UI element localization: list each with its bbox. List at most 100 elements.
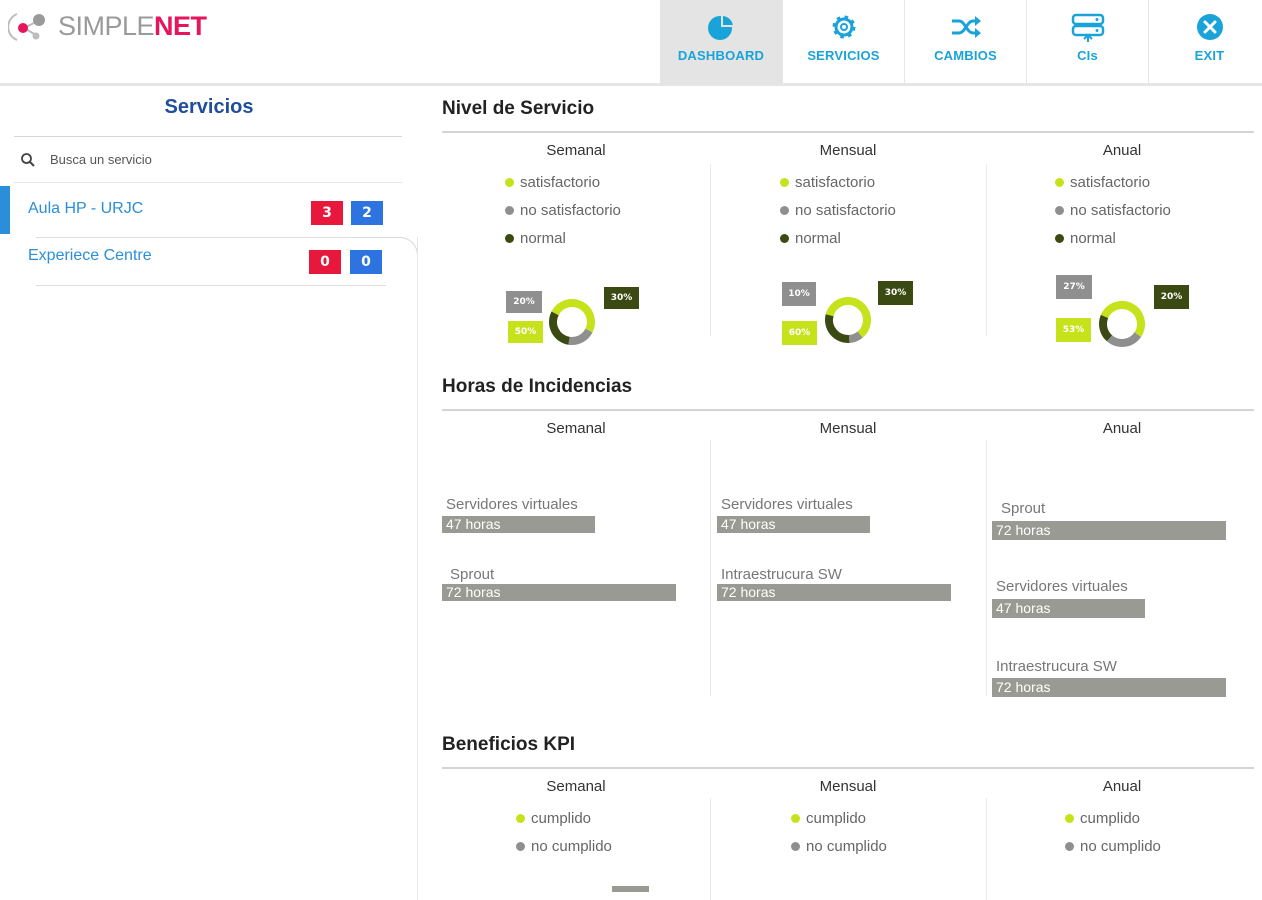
search-input[interactable] <box>48 151 372 168</box>
service-item-experiece-centre[interactable]: Experiece Centre 0 0 <box>0 238 418 286</box>
donut-segment-normal <box>825 314 850 343</box>
nav-exit[interactable]: EXIT <box>1148 0 1262 84</box>
legend-normal: normal <box>1055 230 1116 247</box>
red-count-badge: 3 <box>311 201 343 225</box>
server-icon <box>1071 13 1104 42</box>
main-nav: DASHBOARD SERVICIOS CAMBIOS <box>660 0 1262 84</box>
nav-cis-label: CIs <box>1077 48 1098 63</box>
period-title: Anual <box>1102 142 1142 159</box>
red-count-badge: 0 <box>309 250 341 274</box>
pct-satisfactorio: 60% <box>782 321 817 345</box>
bar-label: Servidores virtuales <box>446 496 578 513</box>
legend-normal: normal <box>780 230 841 247</box>
bar-label: Sprout <box>1001 500 1046 517</box>
column-separator <box>710 798 711 900</box>
brand-simple: SIMPLE <box>58 10 155 41</box>
period-title: Mensual <box>819 420 877 437</box>
hours-bar: 47 horas <box>717 516 870 533</box>
legend-satisfactorio: satisfactorio <box>505 174 600 191</box>
period-title: Anual <box>1102 778 1142 795</box>
period-title: Mensual <box>819 142 877 159</box>
hours-bar: 47 horas <box>992 599 1145 618</box>
legend-cumplido: cumplido <box>1065 810 1140 827</box>
donut-segment-satisfactorio <box>825 297 871 338</box>
hours-bar: 72 horas <box>442 584 676 601</box>
period-title: Mensual <box>819 778 877 795</box>
pct-normal: 30% <box>604 287 639 309</box>
hours-bar: 72 horas <box>992 678 1226 697</box>
donut-chart <box>825 297 871 343</box>
pct-normal: 20% <box>1154 285 1189 309</box>
nav-cambios-label: CAMBIOS <box>934 48 997 63</box>
beneficios-kpi-section: Beneficios KPI Semanal cumplido no cumpl… <box>442 734 1254 900</box>
bar-label: Sprout <box>450 566 495 583</box>
legend-cumplido: cumplido <box>516 810 591 827</box>
search-icon[interactable] <box>20 152 36 168</box>
period-title: Anual <box>1102 420 1142 437</box>
nivel-servicio-section: Nivel de Servicio Semanal satisfactorio … <box>442 98 1254 368</box>
nav-cis[interactable]: CIs <box>1026 0 1148 84</box>
period-title: Semanal <box>546 778 606 795</box>
legend-no-cumplido: no cumplido <box>791 838 887 855</box>
column-separator <box>710 440 711 696</box>
horas-incidencias-section: Horas de Incidencias Semanal Servidores … <box>442 376 1254 716</box>
legend-satisfactorio: satisfactorio <box>1055 174 1150 191</box>
close-circle-icon <box>1196 14 1223 40</box>
donut-segment-no-satisfactorio <box>568 328 593 345</box>
donut-segment-no-satisfactorio <box>1106 332 1142 347</box>
pct-no-satisfactorio: 27% <box>1056 275 1092 299</box>
nav-cambios[interactable]: CAMBIOS <box>904 0 1026 84</box>
donut-segment-no-satisfactorio <box>848 331 863 343</box>
nav-servicios[interactable]: SERVICIOS <box>782 0 904 84</box>
sidebar-title: Servicios <box>164 96 254 118</box>
column-separator <box>710 164 711 336</box>
section-rule <box>442 409 1254 411</box>
nav-dashboard[interactable]: DASHBOARD <box>660 0 782 84</box>
legend-no-cumplido: no cumplido <box>516 838 612 855</box>
search-bar <box>14 136 402 183</box>
donut-chart <box>1099 301 1145 347</box>
nav-exit-label: EXIT <box>1194 48 1225 63</box>
services-sidebar: Servicios Aula HP - URJC 3 2 Experiece C… <box>0 86 418 900</box>
simplenet-logo[interactable]: SIMPLENET <box>8 8 207 44</box>
period-title: Semanal <box>546 420 606 437</box>
bar-label: Servidores virtuales <box>996 578 1128 595</box>
donut-segment-satisfactorio <box>551 299 595 333</box>
donut-segment-satisfactorio <box>1100 301 1145 337</box>
bar-label: Servidores virtuales <box>721 496 853 513</box>
section-title: Nivel de Servicio <box>442 98 595 119</box>
legend-no-satisfactorio: no satisfactorio <box>1055 202 1171 219</box>
donut-segment-normal <box>1099 314 1113 342</box>
column-separator <box>986 440 987 696</box>
pct-normal: 30% <box>878 281 913 305</box>
service-name: Experiece Centre <box>28 247 152 264</box>
pie-chart-icon <box>708 13 736 40</box>
blue-count-badge: 2 <box>351 201 383 225</box>
shuffle-icon <box>951 16 981 38</box>
legend-no-cumplido: no cumplido <box>1065 838 1161 855</box>
column-separator <box>986 798 987 900</box>
service-divider <box>36 237 386 238</box>
section-rule <box>442 767 1254 769</box>
hours-bar: 47 horas <box>442 516 595 533</box>
bar-label: Intraestrucura SW <box>996 658 1117 675</box>
pct-satisfactorio: 50% <box>508 321 543 343</box>
donut-chart <box>549 299 595 345</box>
legend-no-satisfactorio: no satisfactorio <box>780 202 896 219</box>
selected-indicator <box>0 186 10 234</box>
legend-cumplido: cumplido <box>791 810 866 827</box>
section-title: Beneficios KPI <box>442 734 576 755</box>
donut-segment-normal <box>549 311 570 345</box>
service-divider <box>36 285 386 286</box>
bar-label: Intraestrucura SW <box>721 566 842 583</box>
nav-servicios-label: SERVICIOS <box>807 48 880 63</box>
brand-net: NET <box>154 10 207 41</box>
top-header: SIMPLENET DASHBOARD SERVICIOS <box>0 0 1262 86</box>
panel-divider <box>417 237 418 900</box>
nav-dashboard-label: DASHBOARD <box>677 48 765 63</box>
service-item-aula-hp[interactable]: Aula HP - URJC 3 2 <box>0 186 418 234</box>
period-title: Semanal <box>546 142 606 159</box>
legend-satisfactorio: satisfactorio <box>780 174 875 191</box>
hours-bar: 72 horas <box>717 584 951 601</box>
hours-bar: 72 horas <box>992 521 1226 540</box>
